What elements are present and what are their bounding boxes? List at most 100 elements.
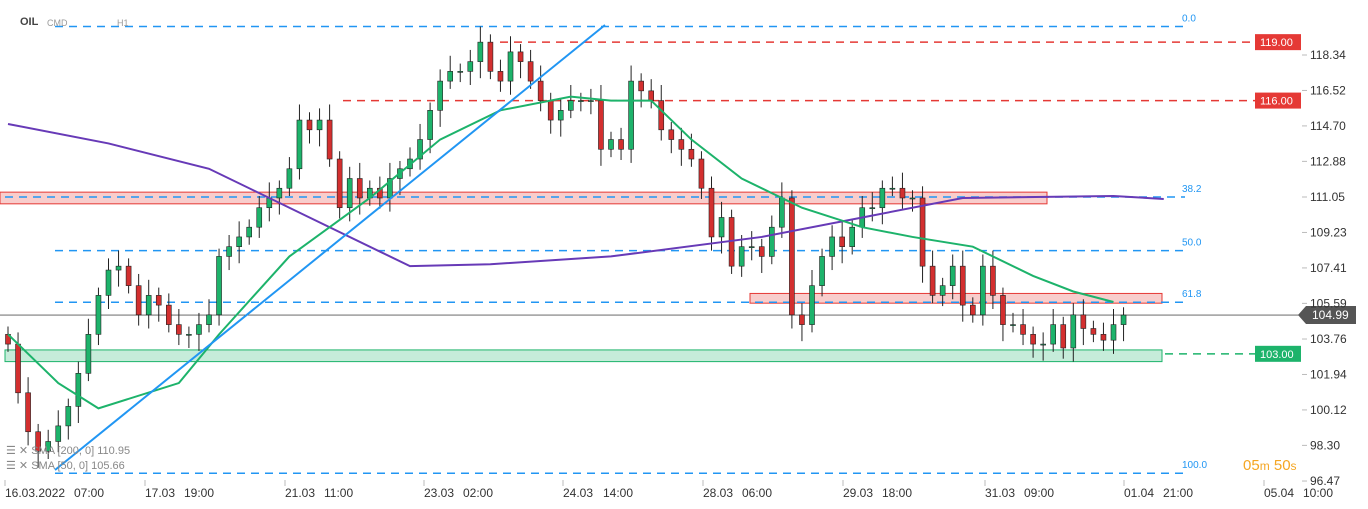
timeframe-selector[interactable]: H1 <box>117 18 129 28</box>
candle-body <box>547 100 554 121</box>
price-tick-label: 109.23 <box>1310 225 1347 239</box>
time-tick-label: 17.03 <box>145 486 175 500</box>
candle-body <box>35 431 41 452</box>
candle-body <box>55 425 62 442</box>
level-label: 116.00 <box>1260 96 1293 108</box>
candle-body <box>336 158 343 209</box>
menu-icon[interactable]: ☰ ✕ <box>6 445 32 457</box>
candle-body <box>919 197 926 267</box>
candle-body <box>1110 324 1117 341</box>
zone-rect <box>4 349 1163 363</box>
candle-body <box>819 256 825 286</box>
candle-body <box>688 148 695 160</box>
candle-body <box>326 119 333 160</box>
level-label: 103.00 <box>1260 349 1294 361</box>
candle-body <box>427 110 433 140</box>
candle-body <box>1030 334 1036 345</box>
candle-body <box>437 80 443 111</box>
candle-body <box>618 139 624 150</box>
candle-body <box>1070 314 1077 349</box>
candle-body <box>718 217 725 238</box>
candle-body <box>909 197 916 200</box>
candle-body <box>648 90 655 101</box>
candle-body <box>45 441 52 452</box>
candle-body <box>708 187 715 238</box>
time-tick-label: 21.03 <box>285 486 315 500</box>
candle-body <box>417 139 423 160</box>
candle-body <box>889 187 896 190</box>
candle-body <box>1100 334 1107 341</box>
candle-body <box>588 100 594 102</box>
candle-timer: 05m 50s <box>1243 457 1297 474</box>
candle-body <box>296 119 303 170</box>
current-price-tag <box>1298 306 1356 325</box>
candle-body <box>125 265 132 286</box>
time-tick-label: 19:00 <box>184 486 214 500</box>
candle-body <box>608 139 614 150</box>
candle-body <box>286 168 293 189</box>
candle-body <box>939 285 946 296</box>
candle-body <box>598 100 604 150</box>
legend-sma200[interactable]: ☰ ✕ SMA [200, 0] 110.95 <box>6 444 130 457</box>
candle-body <box>779 197 785 228</box>
time-tick-label: 05.04 <box>1264 486 1294 500</box>
time-tick-label: 14:00 <box>603 486 633 500</box>
candle-body <box>537 80 544 101</box>
time-tick-label: 10:00 <box>1303 486 1333 500</box>
time-tick-label: 28.03 <box>703 486 733 500</box>
candle-body <box>477 41 484 62</box>
candle-body <box>658 100 665 131</box>
candle-body <box>959 265 966 306</box>
time-tick-label: 16.03.2022 <box>5 486 65 500</box>
instrument-type[interactable]: CMD <box>47 18 68 28</box>
candle-body <box>85 334 92 374</box>
candle-body <box>306 119 313 131</box>
candle-body <box>517 51 524 62</box>
legend-sma50[interactable]: ☰ ✕ SMA [50, 0] 105.66 <box>6 459 125 472</box>
time-tick-label: 07:00 <box>74 486 104 500</box>
time-tick-label: 06:00 <box>742 486 772 500</box>
candle-body <box>1010 324 1016 326</box>
menu-icon[interactable]: ☰ ✕ <box>6 460 32 472</box>
candle-body <box>65 406 72 427</box>
candle-body <box>447 71 454 82</box>
price-tick-label: 111.05 <box>1310 190 1345 204</box>
price-tick-label: 101.94 <box>1310 367 1347 381</box>
candle-body <box>15 343 21 394</box>
candle-body <box>226 246 232 257</box>
candle-body <box>115 265 122 271</box>
candle-body <box>487 41 494 72</box>
time-tick-label: 31.03 <box>985 486 1015 500</box>
candle-body <box>829 236 835 257</box>
candle-body <box>135 285 142 316</box>
candle-body <box>1120 314 1127 325</box>
current-price-label: 104.99 <box>1312 308 1349 322</box>
candle-body <box>176 324 182 335</box>
candle-body <box>1050 324 1056 345</box>
level-label: 119.00 <box>1260 37 1293 49</box>
candle-body <box>246 226 252 238</box>
time-tick-label: 24.03 <box>563 486 593 500</box>
candle-body <box>748 246 755 248</box>
zone-rect <box>749 292 1163 304</box>
price-tick-label: 118.34 <box>1310 48 1346 62</box>
candle-body <box>980 265 986 316</box>
time-tick-label: 11:00 <box>324 486 353 500</box>
time-tick-label: 09:00 <box>1024 486 1054 500</box>
candle-body <box>1090 328 1097 335</box>
trendline <box>54 24 606 471</box>
sma200-line <box>7 122 1164 268</box>
candle-body <box>356 178 363 199</box>
legend-label: SMA [200, 0] 110.95 <box>31 445 131 457</box>
symbol-label[interactable]: OIL <box>20 16 39 28</box>
level-tag <box>1255 345 1301 362</box>
time-tick-label: 23.03 <box>424 486 454 500</box>
fib-label: 50.0 <box>1182 238 1202 249</box>
candle-body <box>75 373 82 407</box>
candle-body <box>567 100 574 111</box>
fib-label: 100.0 <box>1182 460 1207 471</box>
candle-body <box>929 265 936 296</box>
time-tick-label: 29.03 <box>843 486 873 500</box>
candle-body <box>789 197 795 316</box>
